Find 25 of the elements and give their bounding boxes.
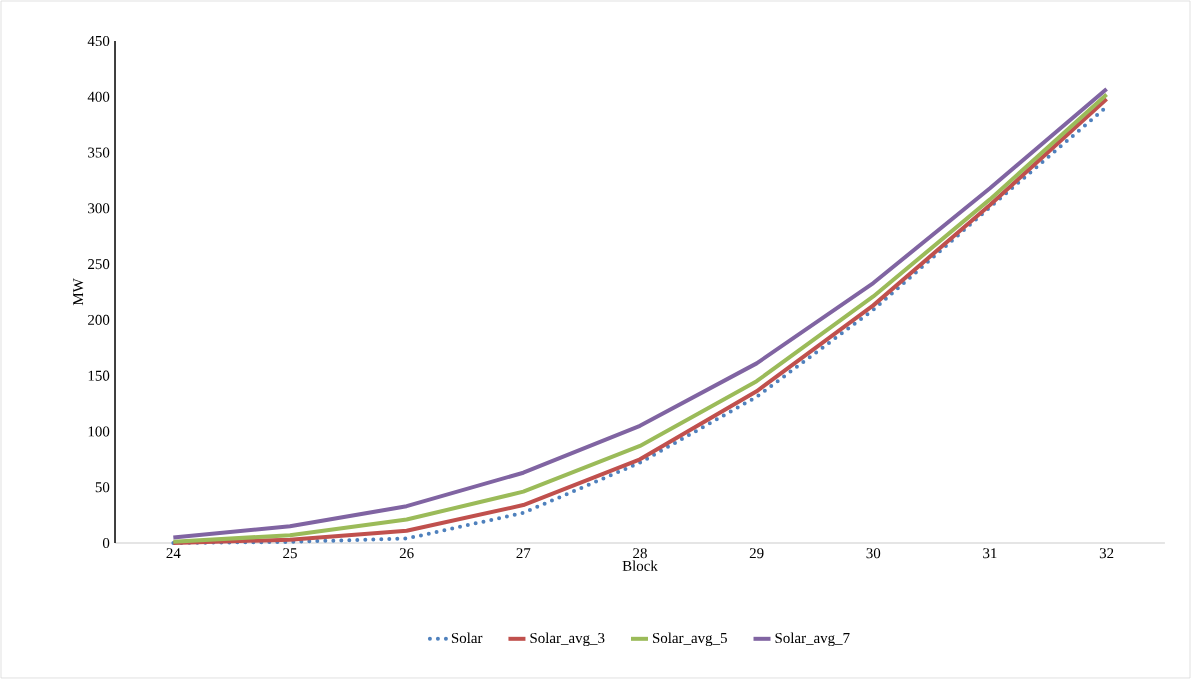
y-tick-label: 150 — [88, 370, 110, 381]
y-tick-label: 50 — [95, 482, 110, 493]
x-tick-label: 24 — [166, 548, 181, 559]
y-tick-label: 300 — [88, 203, 110, 214]
x-tick-label: 29 — [749, 548, 764, 559]
y-tick-label: 0 — [102, 537, 110, 549]
legend-label: Solar — [451, 632, 483, 644]
legend-label: Solar_avg_7 — [775, 632, 850, 647]
legend-label: Solar_avg_3 — [530, 632, 605, 647]
y-tick-label: 450 — [87, 35, 110, 47]
x-axis-title: Block — [622, 560, 658, 571]
y-tick-label: 100 — [88, 426, 110, 437]
y-tick-label: 350 — [88, 147, 110, 158]
x-tick-label: 32 — [1099, 548, 1114, 559]
y-axis-title: MW — [73, 278, 84, 306]
y-tick-label: 400 — [87, 91, 110, 102]
y-tick-label: 250 — [88, 259, 110, 270]
x-tick-label: 28 — [633, 548, 647, 559]
x-tick-label: 27 — [516, 548, 531, 559]
x-tick-label: 30 — [866, 548, 881, 559]
x-tick-label: 31 — [983, 548, 997, 559]
legend-label: Solar_avg_5 — [652, 632, 727, 647]
x-tick-label: 26 — [399, 548, 414, 559]
x-tick-label: 25 — [283, 548, 297, 559]
y-tick-label: 200 — [88, 314, 110, 325]
